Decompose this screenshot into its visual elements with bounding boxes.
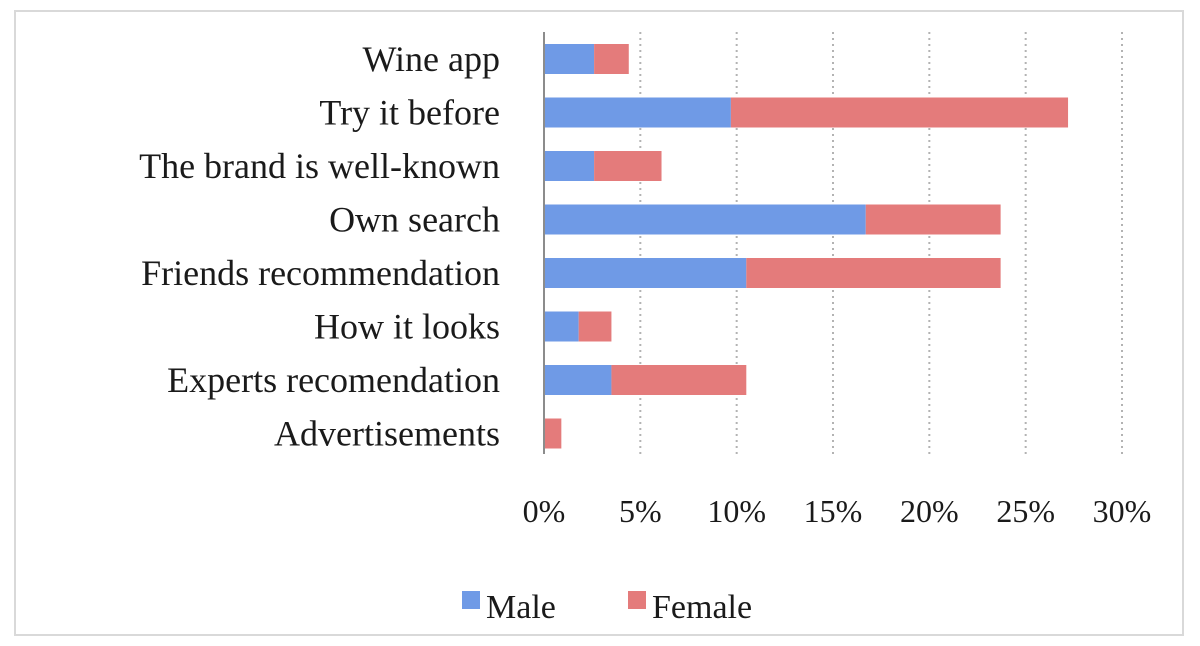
category-label: Own search <box>329 200 500 240</box>
bar-female-7 <box>544 418 562 449</box>
x-tick-label: 10% <box>707 493 766 529</box>
bar-female-1 <box>730 97 1069 128</box>
chart-frame: Wine app Try it before The brand is well-k… <box>14 10 1184 636</box>
x-tick-label: 5% <box>619 493 662 529</box>
bar-female-0 <box>594 44 629 74</box>
category-label: How it looks <box>314 307 500 347</box>
category-label: The brand is well-known <box>139 146 500 186</box>
category-label: Experts recomendation <box>167 360 500 400</box>
x-tick-label: 15% <box>804 493 863 529</box>
x-tick-label: 20% <box>900 493 959 529</box>
legend-label-male: Male <box>486 589 556 626</box>
bar-female-4 <box>746 258 1001 288</box>
category-label: Try it before <box>319 93 500 133</box>
stacked-bar-chart: Wine app Try it before The brand is well-k… <box>139 32 1152 626</box>
bar-female-6 <box>611 365 747 395</box>
legend-swatch-male <box>462 591 480 609</box>
category-label: Wine app <box>363 39 501 79</box>
category-label: Friends recommendation <box>141 253 500 293</box>
legend-label-female: Female <box>652 589 752 626</box>
bar-male-6 <box>544 365 612 395</box>
x-tick-label: 0% <box>523 493 566 529</box>
bar-female-5 <box>578 311 612 342</box>
bar-male-0 <box>544 44 595 74</box>
bar-male-1 <box>544 97 731 128</box>
category-label: Advertisements <box>274 414 500 454</box>
bar-female-2 <box>594 151 662 181</box>
x-tick-label: 25% <box>996 493 1055 529</box>
bar-male-5 <box>544 311 579 342</box>
bar-male-2 <box>544 151 595 181</box>
legend-swatch-female <box>628 591 646 609</box>
x-tick-label: 30% <box>1093 493 1152 529</box>
bar-female-3 <box>865 204 1001 235</box>
bar-male-3 <box>544 204 866 235</box>
bar-male-4 <box>544 258 747 288</box>
